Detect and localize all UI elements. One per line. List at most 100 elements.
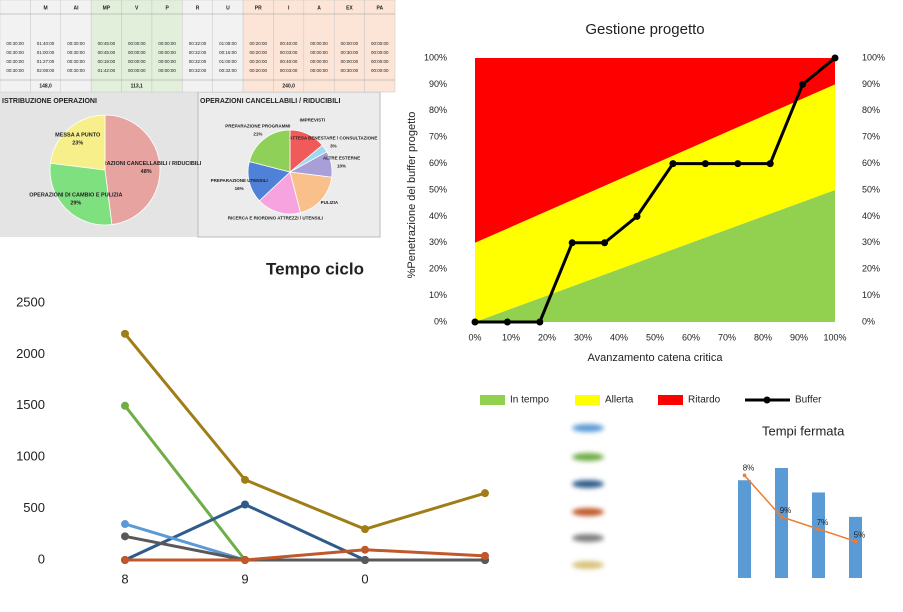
table-cell: 00:00:00: [128, 68, 146, 73]
slice-value: 3%: [330, 144, 337, 149]
x-tick-label: 10%: [502, 332, 520, 342]
table-cell: 00:30:00: [67, 68, 85, 73]
pie-slice: [49, 114, 106, 171]
y2-tick-label: 40%: [862, 211, 880, 221]
legend-label: Allerta: [605, 395, 634, 406]
slice-value: 10%: [337, 163, 346, 168]
slice-value: 48%: [141, 169, 152, 175]
table-cell: 01:00:00: [37, 50, 55, 55]
table-cell: 00:30:00: [67, 50, 85, 55]
table-cell: 00:30:00: [67, 59, 85, 64]
y-tick-label: 20%: [429, 264, 447, 274]
point: [471, 318, 479, 326]
y2-tick-label: 10%: [862, 290, 880, 300]
table-column: [151, 0, 183, 93]
trend-point: [779, 515, 784, 519]
y-tick-label: 10%: [429, 290, 447, 300]
legend-marker: [763, 396, 771, 404]
table-header: A: [317, 5, 321, 11]
y2-tick-label: 20%: [862, 264, 880, 274]
table-cell: 00:16:00: [219, 50, 237, 55]
table-header: EX: [346, 5, 353, 11]
point: [766, 160, 774, 168]
y2-tick-label: 60%: [862, 158, 880, 168]
chart-title: ISTRIBUZIONE OPERAZIONI: [2, 98, 97, 105]
x-tick-label: 0%: [468, 332, 481, 342]
table-cell: 00:20:00: [250, 41, 268, 46]
slice-label: ALTRE ESTERNE: [323, 155, 360, 160]
table-cell: 00:00:00: [371, 41, 389, 46]
table-cell: 00:00:00: [158, 68, 176, 73]
table-cell: 00:03:00: [280, 50, 298, 55]
x-tick-label: 100%: [823, 332, 846, 342]
bar: [849, 516, 862, 578]
y-tick-label: 1500: [16, 397, 45, 412]
point: [481, 489, 489, 498]
table-header: AI: [73, 5, 79, 11]
table-cell: 00:00:00: [371, 68, 389, 73]
value-label: 8%: [743, 463, 755, 472]
y2-tick-label: 50%: [862, 184, 880, 194]
pie-slice: [49, 162, 113, 226]
legend-swatch: [658, 395, 683, 405]
table-cell: 00:45:00: [98, 50, 116, 55]
table-total: 113,1: [131, 83, 143, 89]
table-header: P: [165, 5, 169, 11]
point: [121, 329, 129, 338]
table-column: [182, 0, 213, 93]
table-cell: 00:32:00: [219, 68, 237, 73]
x-tick-label: 30%: [574, 332, 592, 342]
table-cell: 00:00:00: [310, 50, 328, 55]
table-cell: 00:00:00: [158, 59, 176, 64]
pie-slice: [289, 171, 333, 214]
chart-title: Gestione progetto: [585, 21, 704, 38]
blurred-legend: [572, 424, 604, 569]
x-tick-label: 0: [361, 571, 368, 586]
y2-tick-label: 70%: [862, 132, 880, 142]
point: [633, 212, 641, 220]
pie-slice: [248, 129, 291, 173]
value-label: 5%: [854, 530, 866, 539]
slice-label: PREPARAZIONE UTENSILI: [211, 178, 268, 183]
table-cell: 00:30:00: [67, 41, 85, 46]
table-cell: 00:40:00: [280, 59, 298, 64]
y-tick-label: 30%: [429, 237, 447, 247]
point: [536, 318, 544, 326]
table-total: 240,0: [282, 83, 295, 89]
point: [361, 525, 369, 534]
legend-swatch: [480, 395, 505, 405]
table-column: [364, 0, 396, 93]
table-cell: 02:08:00: [37, 68, 55, 73]
table-total: 148,0: [39, 83, 52, 89]
table-cell: 00:00:00: [310, 68, 328, 73]
chart-title: Tempi fermata: [762, 423, 845, 438]
slice-label: IMPREVISTI: [300, 118, 326, 123]
table-cell: 00:00:00: [128, 41, 146, 46]
point: [361, 545, 369, 554]
y-tick-label: 2000: [16, 346, 45, 361]
point: [503, 318, 511, 326]
legend-label: Ritardo: [688, 395, 721, 406]
trend-point: [853, 539, 858, 544]
table-cell: 00:00:00: [341, 41, 359, 46]
buffer-line: [475, 56, 836, 324]
table-cell: 01:42:00: [98, 68, 116, 73]
table-cell: 00:20:00: [250, 50, 268, 55]
table-header: M: [43, 5, 47, 11]
table-cell: 00:30:00: [6, 50, 24, 55]
table-column: [333, 0, 365, 93]
point: [481, 551, 489, 560]
slice-label: ATTESA BENESTARE / CONSULTAZIONE: [289, 136, 377, 141]
x-tick-label: 50%: [646, 332, 664, 342]
y-tick-label: 0%: [434, 316, 447, 326]
table-cell: 00:32:00: [189, 50, 207, 55]
x-axis-label: Avanzamento catena critica: [588, 352, 724, 364]
y-tick-label: 50%: [429, 184, 447, 194]
trend-point: [816, 527, 821, 531]
point: [121, 532, 129, 541]
table-column: [242, 0, 274, 93]
table-column: [121, 0, 153, 93]
trend-point: [742, 473, 747, 478]
